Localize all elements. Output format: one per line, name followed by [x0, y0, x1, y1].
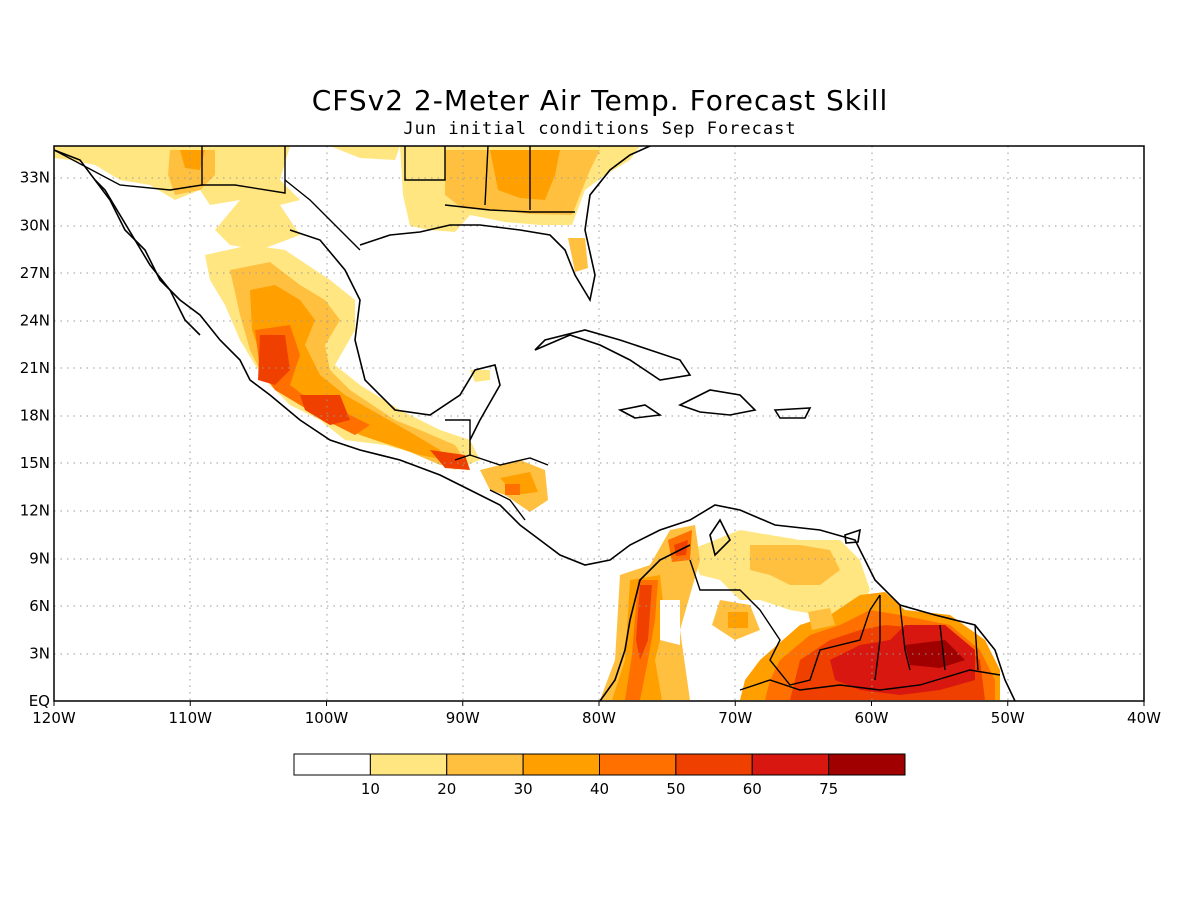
colorbar-swatch — [599, 753, 677, 776]
x-axis-labels: 120W 110W 100W 90W 80W 70W 60W 50W 40W — [32, 709, 1161, 727]
y-tick-label: 18N — [20, 407, 50, 425]
y-tick-label: 21N — [20, 359, 50, 377]
colorbar-label: 30 — [514, 780, 533, 798]
y-axis-labels: EQ 3N 6N 9N 12N 15N 18N 21N 24N 27N 30N 33N — [20, 169, 50, 710]
colorbar-label: 60 — [743, 780, 762, 798]
x-tick-label: 50W — [991, 709, 1025, 727]
y-tick-label: EQ — [29, 692, 50, 710]
colorbar-swatch — [751, 753, 830, 776]
map-subtitle: Jun initial conditions Sep Forecast — [403, 119, 797, 139]
colorbar-label: 10 — [361, 780, 380, 798]
x-tick-label: 100W — [305, 709, 349, 727]
colorbar-label: 40 — [590, 780, 609, 798]
colorbar-label: 75 — [819, 780, 838, 798]
y-tick-label: 3N — [29, 644, 50, 662]
y-tick-label: 33N — [20, 169, 50, 187]
x-tick-label: 40W — [1127, 709, 1161, 727]
colorbar-swatch — [522, 753, 600, 776]
colorbar: 10 20 30 40 50 60 75 — [293, 753, 906, 798]
x-tick-label: 70W — [718, 709, 752, 727]
colorbar-swatch — [446, 753, 524, 776]
y-tick-label: 12N — [20, 502, 50, 520]
colorbar-swatch — [675, 753, 753, 776]
x-axis-ticks — [53, 701, 1145, 706]
borders — [54, 146, 1001, 691]
x-tick-label: 90W — [446, 709, 480, 727]
graticule — [54, 146, 1144, 701]
colorbar-label: 20 — [437, 780, 456, 798]
skill-field — [54, 146, 1000, 700]
colorbar-swatch — [369, 753, 448, 776]
y-tick-label: 15N — [20, 454, 50, 472]
colorbar-label: 50 — [666, 780, 685, 798]
y-tick-label: 9N — [29, 549, 50, 567]
x-tick-label: 60W — [855, 709, 889, 727]
y-tick-label: 24N — [20, 311, 50, 329]
coastlines — [54, 146, 1016, 701]
x-tick-label: 120W — [32, 709, 76, 727]
colorbar-swatch — [828, 753, 906, 776]
y-tick-label: 30N — [20, 216, 50, 234]
y-tick-label: 27N — [20, 264, 50, 282]
x-tick-label: 80W — [582, 709, 616, 727]
map-title: CFSv2 2-Meter Air Temp. Forecast Skill — [311, 84, 889, 117]
x-tick-label: 110W — [169, 709, 213, 727]
colorbar-swatch — [293, 753, 371, 776]
y-tick-label: 6N — [29, 597, 50, 615]
